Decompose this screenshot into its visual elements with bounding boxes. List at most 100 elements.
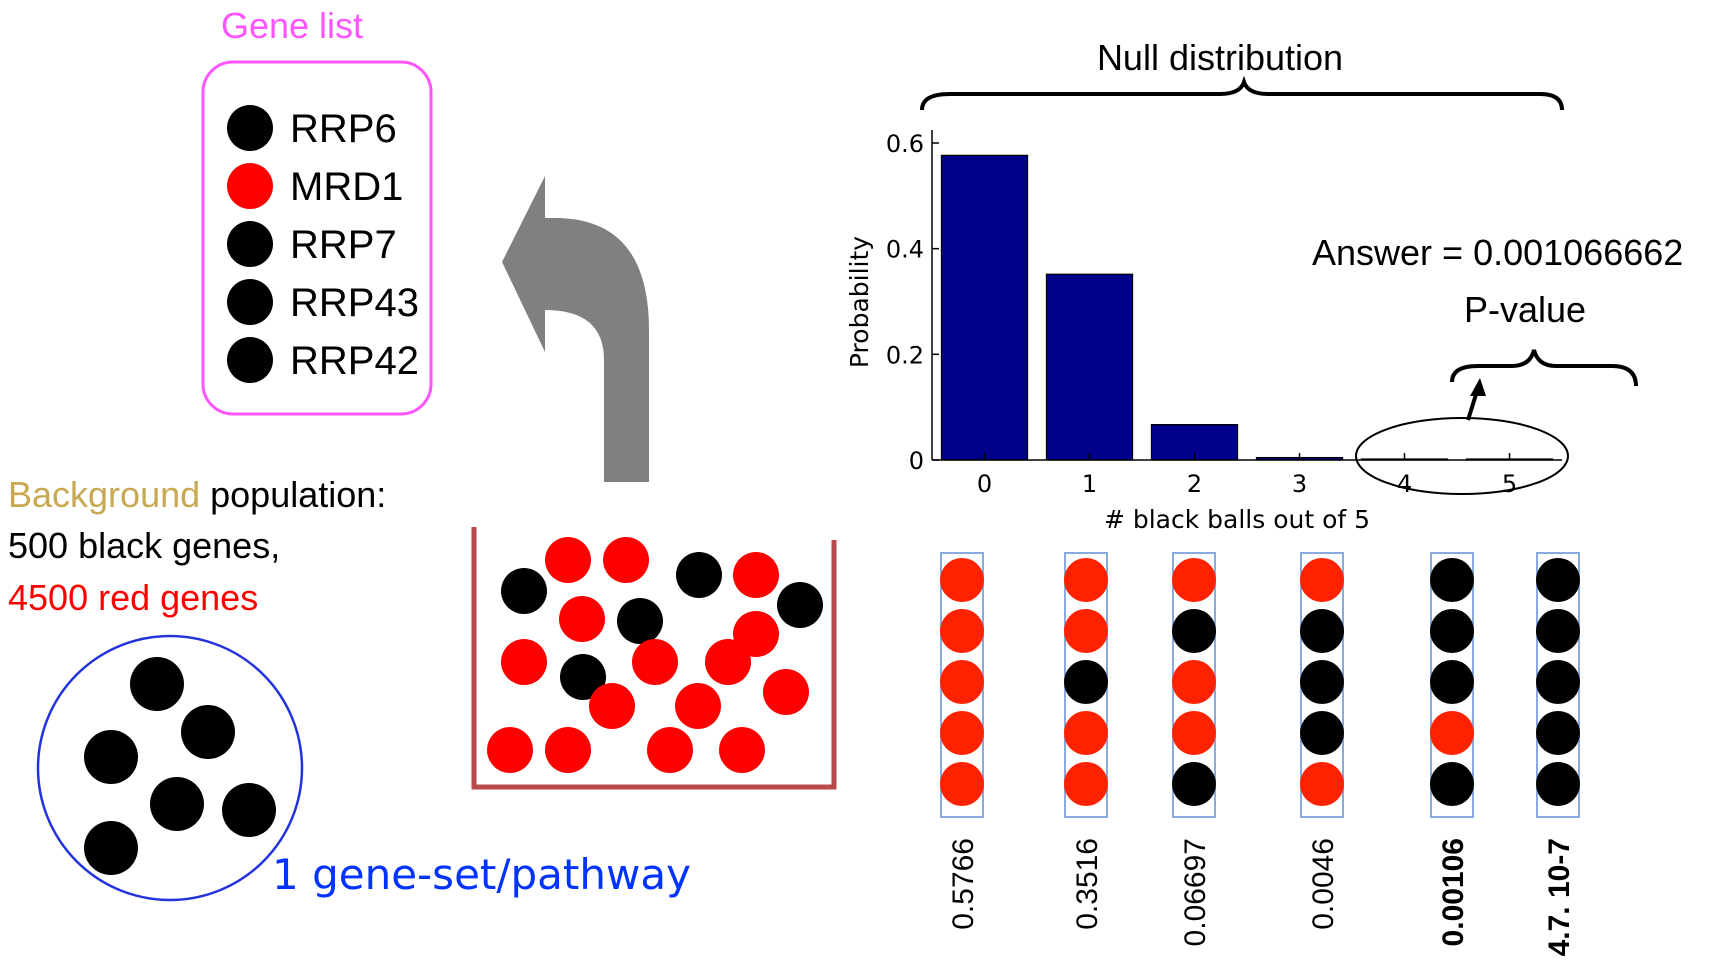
pvalue-arrowhead-icon [1470, 378, 1486, 396]
gene-name: RRP43 [290, 281, 419, 325]
urn-container [471, 527, 837, 790]
urn-ball [675, 683, 721, 729]
outcome-ball [1064, 711, 1108, 755]
gene-set-circle [36, 634, 304, 902]
outcome-ball [1536, 609, 1580, 653]
gene-set-ball [130, 657, 184, 711]
answer-text: Answer = 0.001066662 [1312, 232, 1683, 273]
outcome-ball [940, 609, 984, 653]
urn-ball [589, 683, 635, 729]
urn-ball [632, 639, 678, 685]
gene-set-ball [222, 783, 276, 837]
gene-name: MRD1 [290, 165, 403, 209]
outcome-ball [940, 660, 984, 704]
x-tick-label: 3 [1292, 470, 1307, 498]
outcome-ball [1430, 711, 1474, 755]
gene-set-ball [84, 821, 138, 875]
outcome-ball [1536, 660, 1580, 704]
urn-ball [777, 582, 823, 628]
gene-dot [227, 221, 273, 267]
background-population: Background population: 500 black genes, … [8, 474, 386, 618]
urn-ball [617, 598, 663, 644]
tail-ellipse [1355, 417, 1569, 495]
outcome-ball [1300, 762, 1344, 806]
answer-group: Answer = 0.001066662 P-value [1312, 232, 1683, 495]
gene-set-ball [84, 730, 138, 784]
chart-bar [940, 154, 1029, 461]
pvalue-brace [1450, 349, 1638, 387]
urn-ball [603, 537, 649, 583]
urn-ball [501, 639, 547, 685]
background-word: Background [8, 474, 200, 515]
x-tick-label: 0 [977, 470, 992, 498]
outcome-ball [1064, 609, 1108, 653]
outcome-ball [1536, 711, 1580, 755]
background-red-count: 4500 red genes [8, 577, 258, 618]
gene-dot [227, 105, 273, 151]
y-tick-label: 0.6 [886, 130, 924, 158]
null-distribution-label: Null distribution [1097, 37, 1343, 78]
urn-ball [719, 727, 765, 773]
curved-arrow-icon [502, 176, 649, 482]
probability-chart: 0 0.2 0.4 0.6 0 1 2 3 4 5 # black balls out of 5 Pr… [845, 130, 1562, 534]
outcome-probability: 0.0046 [1307, 838, 1340, 930]
null-distribution-brace [920, 75, 1564, 111]
outcome-columns: 0.5766 0.3516 0.06697 0.0046 0.00106 4.7. 10-… [940, 552, 1580, 956]
urn-ball [545, 537, 591, 583]
outcome-ball [1064, 660, 1108, 704]
gene-list-title: Gene list [221, 5, 363, 46]
null-distribution: Null distribution [920, 37, 1564, 111]
urn-ball [545, 727, 591, 773]
background-black-count: 500 black genes, [8, 525, 280, 566]
urn-ball [559, 596, 605, 642]
urn-ball [733, 611, 779, 657]
y-tick-label: 0.4 [886, 236, 924, 264]
outcome-ball [1430, 660, 1474, 704]
y-tick-label: 0.2 [886, 341, 924, 369]
urn-ball [705, 639, 751, 685]
outcome-probability: 4.7. 10-7 [1543, 838, 1576, 956]
gene-dot [227, 279, 273, 325]
outcome-ball [940, 711, 984, 755]
outcome-ball [1172, 609, 1216, 653]
gene-name: RRP6 [290, 107, 397, 151]
outcome-ball [1064, 762, 1108, 806]
urn-ball [560, 654, 606, 700]
y-axis-label: Probability [845, 236, 874, 368]
x-tick-label: 1 [1082, 470, 1097, 498]
urn-ball [763, 669, 809, 715]
chart-bar [1045, 273, 1134, 461]
gene-set-circle-group: 1 gene-set/pathway [36, 634, 691, 902]
gene-set-ball [150, 777, 204, 831]
outcome-probability: 0.3516 [1071, 838, 1104, 930]
gene-dot [227, 163, 273, 209]
outcome-ball [1172, 660, 1216, 704]
gene-set-ball [181, 705, 235, 759]
outcome-probability: 0.00106 [1437, 838, 1470, 946]
urn-ball [676, 552, 722, 598]
outcome-ball [1172, 762, 1216, 806]
x-tick-label: 2 [1187, 470, 1202, 498]
outcome-ball [1300, 711, 1344, 755]
gene-dot [227, 337, 273, 383]
outcome-ball [1430, 558, 1474, 602]
outcome-ball [1172, 711, 1216, 755]
x-axis-label: # black balls out of 5 [1104, 505, 1370, 534]
outcome-ball [1300, 660, 1344, 704]
outcome-ball [1064, 558, 1108, 602]
outcome-ball [1172, 558, 1216, 602]
outcome-ball [940, 558, 984, 602]
outcome-ball [1536, 762, 1580, 806]
urn-ball [487, 727, 533, 773]
outcome-probability: 0.06697 [1179, 838, 1212, 946]
background-rest: population: [200, 474, 386, 515]
outcome-ball [1536, 558, 1580, 602]
pvalue-label: P-value [1464, 289, 1586, 330]
urn [471, 527, 837, 790]
outcome-ball [1300, 609, 1344, 653]
x-tick-label: 4 [1397, 470, 1412, 498]
outcome-ball [1300, 558, 1344, 602]
background-heading: Background population: [8, 474, 386, 515]
outcome-ball [1430, 762, 1474, 806]
